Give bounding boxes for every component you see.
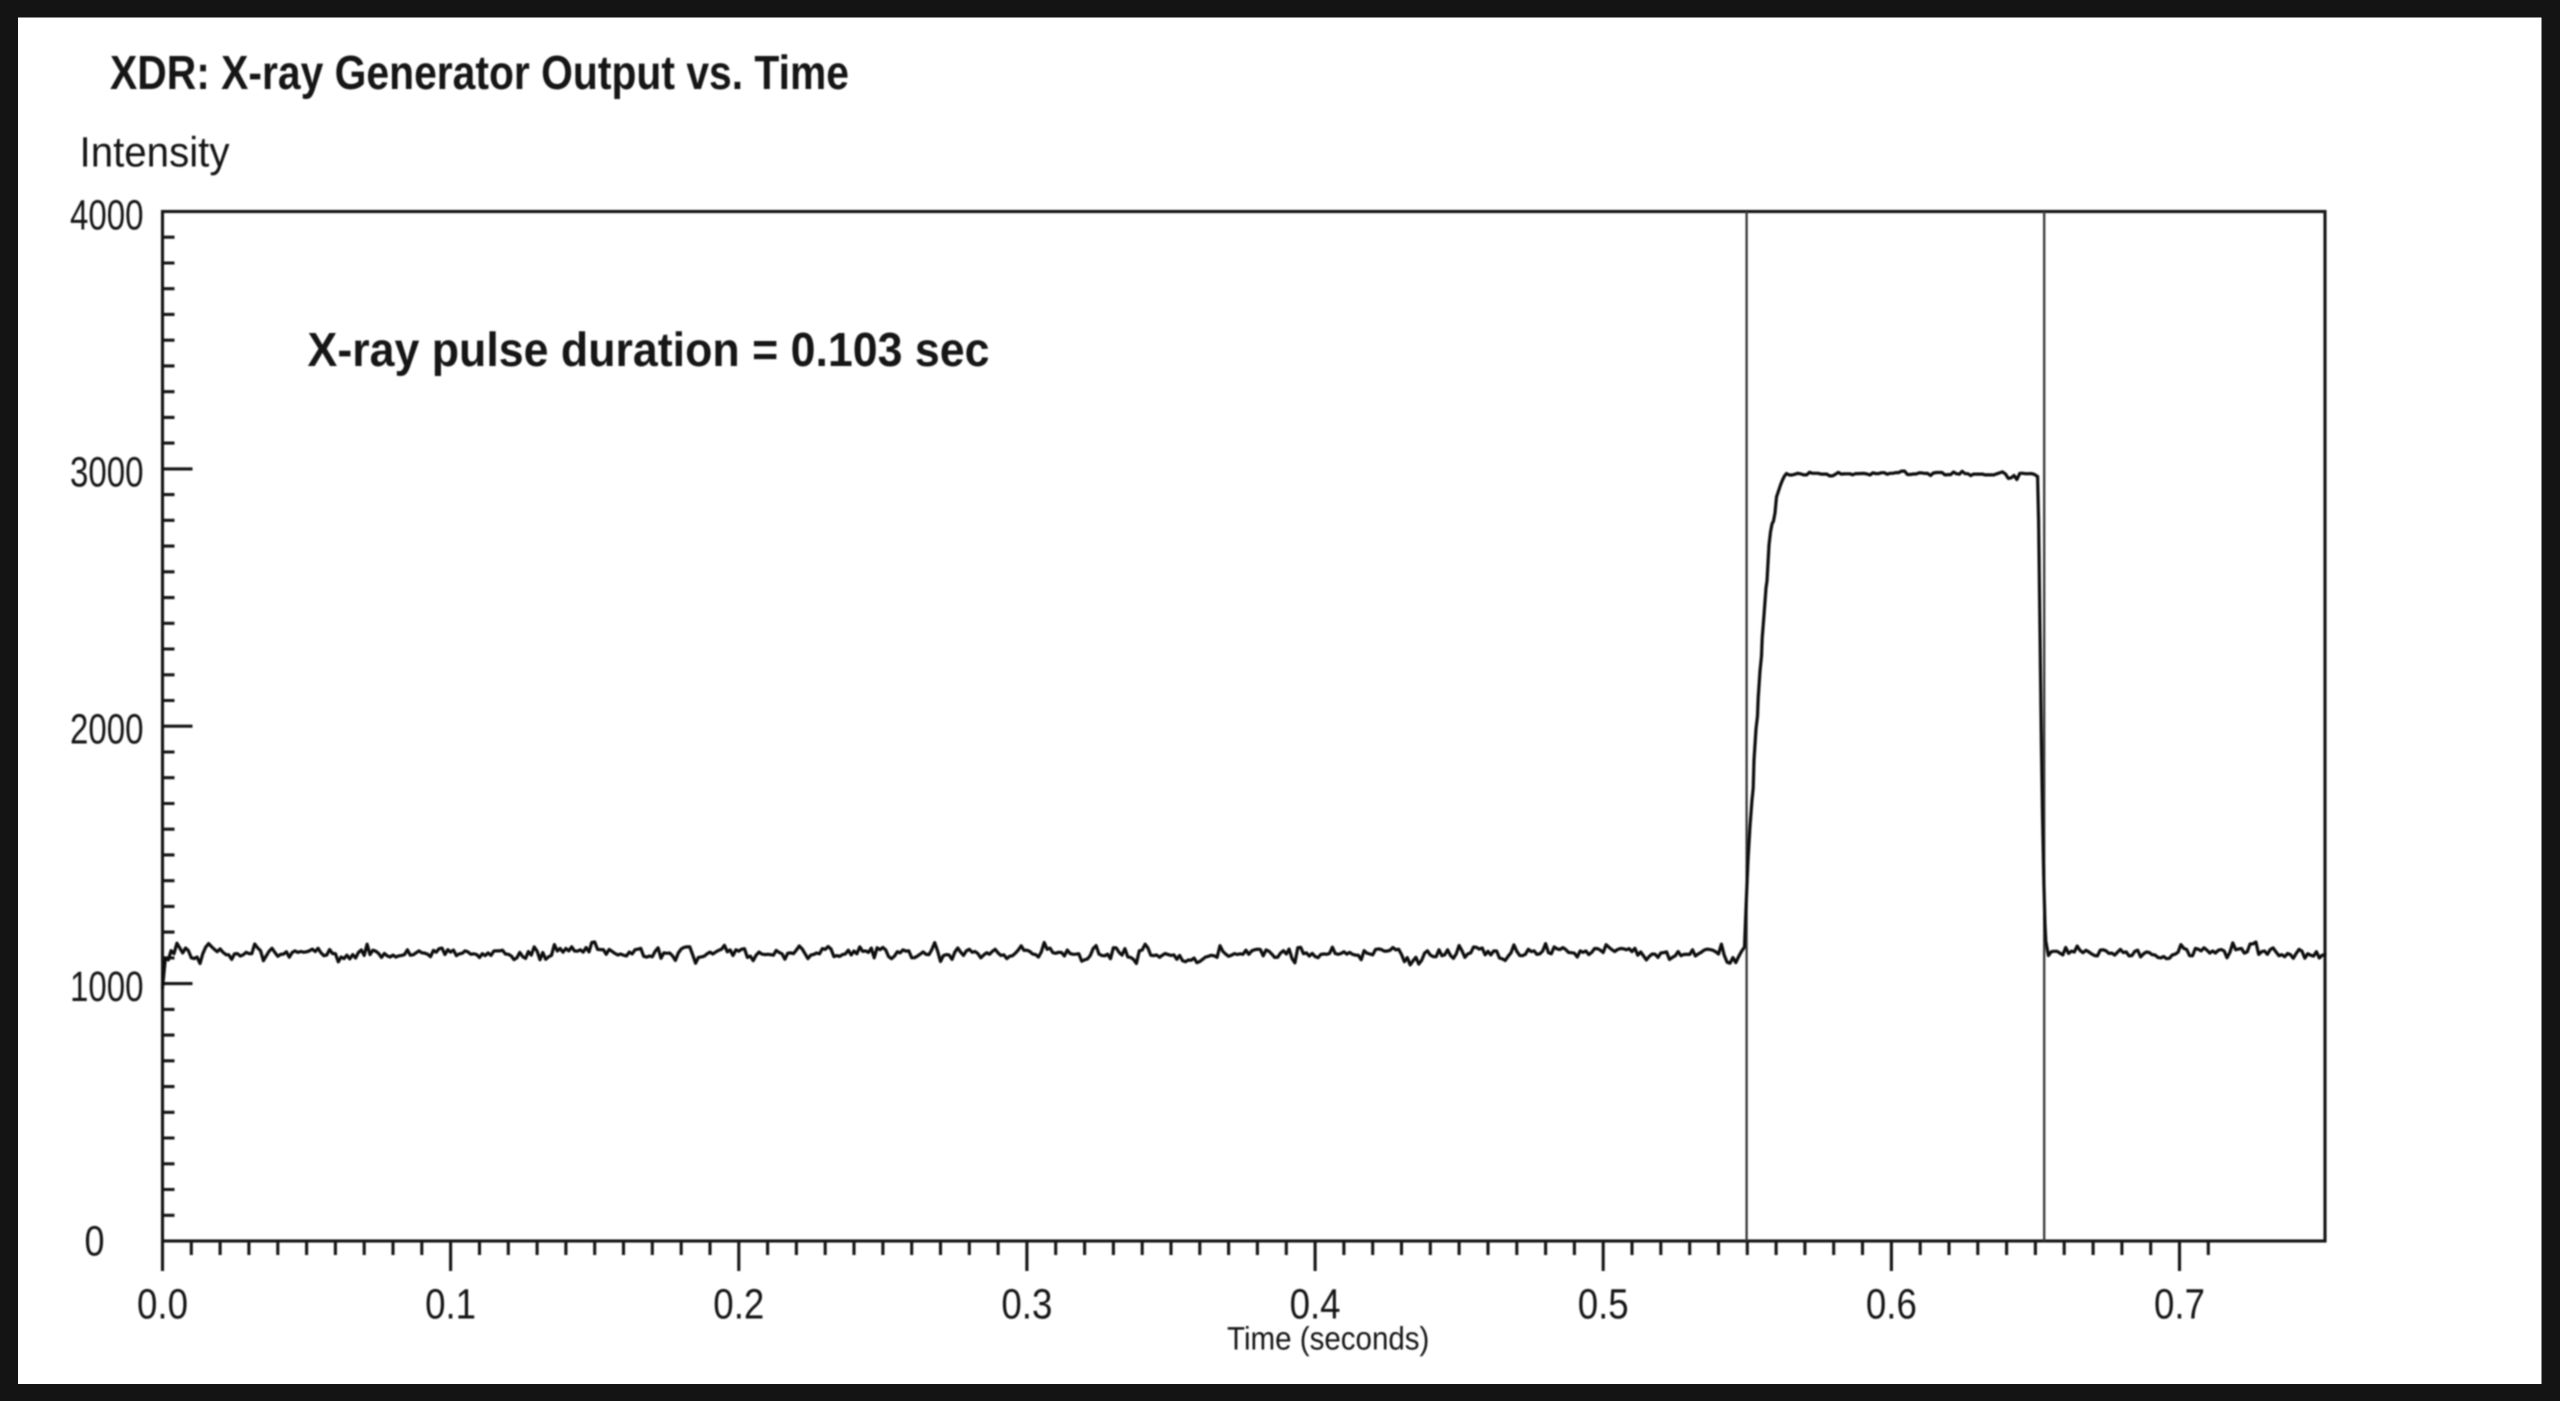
svg-text:0.3: 0.3 [1001,1282,1052,1329]
svg-text:XDR: X-ray Generator Output vs: XDR: X-ray Generator Output vs. Time [110,47,849,100]
svg-text:0.4: 0.4 [1290,1282,1341,1329]
svg-text:0.5: 0.5 [1578,1282,1629,1329]
svg-text:0.2: 0.2 [713,1282,764,1329]
svg-text:0.6: 0.6 [1866,1282,1917,1329]
svg-text:2000: 2000 [70,707,144,754]
svg-text:X-ray pulse duration = 0.103 s: X-ray pulse duration = 0.103 sec [308,324,990,377]
svg-text:Intensity: Intensity [80,130,231,177]
svg-text:0: 0 [85,1219,105,1266]
svg-text:0.7: 0.7 [2154,1282,2205,1329]
svg-text:3000: 3000 [70,450,144,497]
svg-text:0.0: 0.0 [137,1282,188,1329]
svg-text:4000: 4000 [70,193,144,240]
svg-text:1000: 1000 [70,964,144,1011]
svg-text:0.1: 0.1 [425,1282,476,1329]
svg-text:Time (seconds): Time (seconds) [1227,1321,1429,1357]
